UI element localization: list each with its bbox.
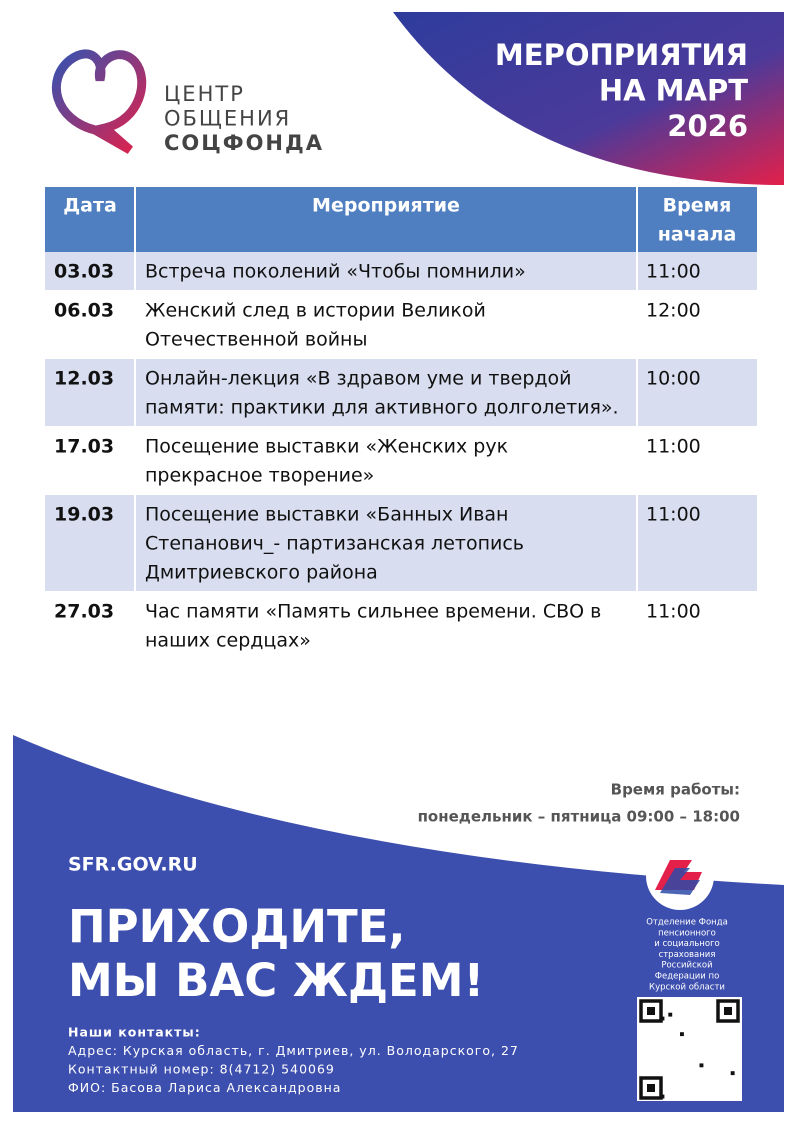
event-cell: Встреча поколений «Чтобы помнили» bbox=[145, 261, 526, 283]
logo-text: СОЦФОНДА bbox=[164, 131, 324, 155]
table-header-bg bbox=[45, 187, 757, 252]
slogan: МЫ ВАС ЖДЕМ! bbox=[68, 954, 484, 1007]
event-cell: Посещение выставки «Банных Иван bbox=[145, 504, 508, 526]
org-line: Российской bbox=[661, 961, 712, 971]
org-line: Федерации по bbox=[655, 972, 720, 982]
table-row bbox=[45, 252, 757, 291]
hours: понедельник – пятница 09:00 – 18:00 bbox=[418, 808, 740, 826]
title-line: 2026 bbox=[667, 109, 748, 143]
event-cell: памяти: практики для активного долголети… bbox=[145, 397, 619, 419]
org-line: страхования bbox=[659, 950, 716, 960]
event-cell: Женский след в истории Великой bbox=[145, 300, 486, 322]
date-cell: 03.03 bbox=[54, 261, 114, 283]
date-cell: 06.03 bbox=[54, 300, 114, 322]
date-cell: 27.03 bbox=[54, 601, 114, 623]
title-line: МЕРОПРИЯТИЯ bbox=[495, 38, 748, 72]
contact-line: Адрес: Курская область, г. Дмитриев, ул.… bbox=[68, 1043, 519, 1058]
event-cell: Онлайн-лекция «В здравом уме и твердой bbox=[145, 368, 572, 390]
event-cell: Отечественной войны bbox=[145, 329, 367, 351]
qr-cell bbox=[730, 1071, 735, 1076]
event-cell: прекрасное творение» bbox=[145, 465, 374, 487]
org-line: Отделение Фонда bbox=[646, 918, 728, 928]
column-header: Мероприятие bbox=[312, 195, 460, 217]
event-cell: наших сердцах» bbox=[145, 630, 311, 652]
qr-finder bbox=[647, 1007, 655, 1015]
qr-cell bbox=[699, 1063, 704, 1068]
table-row bbox=[45, 291, 757, 359]
time-cell: 11:00 bbox=[646, 601, 701, 623]
table-row bbox=[45, 592, 757, 660]
footer-band bbox=[13, 735, 784, 1112]
org-logo bbox=[637, 842, 742, 1101]
contact-line: ФИО: Басова Лариса Александровна bbox=[68, 1080, 341, 1095]
logo-text: ЦЕНТР bbox=[164, 82, 245, 106]
table-row bbox=[45, 495, 757, 592]
logo-text: ОБЩЕНИЯ bbox=[164, 107, 291, 131]
column-header: начала bbox=[658, 224, 737, 246]
event-cell: Час памяти «Память сильнее времени. СВО … bbox=[145, 601, 601, 623]
qr-finder bbox=[724, 1007, 732, 1015]
table-row bbox=[45, 427, 757, 495]
logo bbox=[51, 49, 147, 154]
site: SFR.GOV.RU bbox=[68, 854, 198, 876]
contact-line: Наши контакты: bbox=[68, 1025, 201, 1040]
date-cell: 12.03 bbox=[54, 368, 114, 390]
time-cell: 10:00 bbox=[646, 368, 701, 390]
event-cell: Степанович_- партизанская летопись bbox=[145, 533, 524, 555]
title-banner bbox=[393, 12, 784, 185]
event-cell: Дмитриевского района bbox=[145, 562, 378, 584]
title-line: НА МАРТ bbox=[599, 74, 748, 108]
table-row bbox=[45, 359, 757, 427]
date-cell: 17.03 bbox=[54, 436, 114, 458]
time-cell: 11:00 bbox=[646, 504, 701, 526]
hours-title: Время работы: bbox=[611, 781, 740, 799]
org-line: и социального bbox=[654, 939, 720, 949]
column-header: Время bbox=[663, 195, 732, 217]
qr-cell bbox=[680, 1032, 684, 1037]
time-cell: 11:00 bbox=[646, 436, 701, 458]
org-line: пенсионного bbox=[658, 928, 716, 938]
column-header: Дата bbox=[63, 195, 117, 217]
qr-cell bbox=[668, 1012, 673, 1017]
time-cell: 12:00 bbox=[646, 300, 701, 322]
contact-line: Контактный номер: 8(4712) 540069 bbox=[68, 1062, 335, 1077]
time-cell: 11:00 bbox=[646, 261, 701, 283]
org-line: Курской области bbox=[649, 982, 725, 992]
slogan: ПРИХОДИТЕ, bbox=[68, 900, 406, 953]
qr-finder bbox=[647, 1084, 655, 1092]
date-cell: 19.03 bbox=[54, 504, 114, 526]
event-cell: Посещение выставки «Женских рук bbox=[145, 436, 508, 458]
